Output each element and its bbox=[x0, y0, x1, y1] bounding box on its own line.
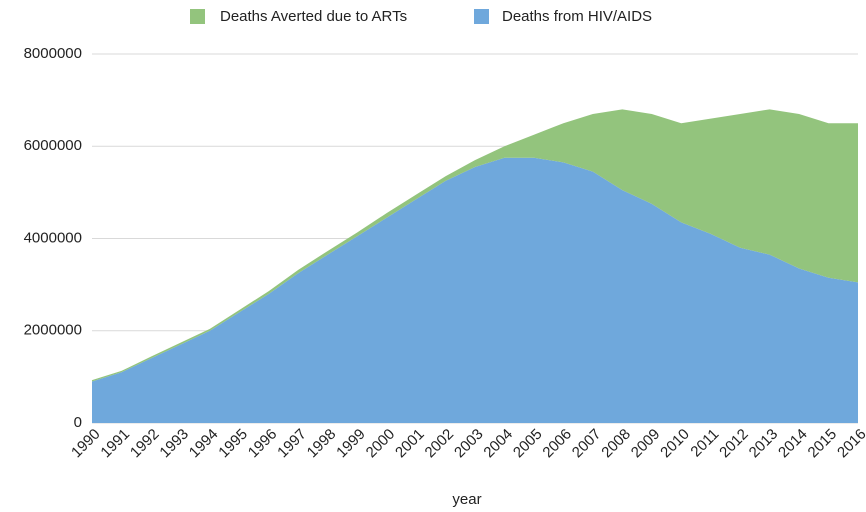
x-tick-label: 2016 bbox=[834, 426, 866, 462]
x-tick-label: 2001 bbox=[392, 426, 428, 462]
x-tick-label: 2012 bbox=[716, 426, 752, 462]
legend-swatch bbox=[190, 9, 205, 24]
areas bbox=[92, 109, 858, 423]
x-tick-label: 1993 bbox=[156, 426, 192, 462]
x-tick-label: 2015 bbox=[805, 426, 841, 462]
x-tick-label: 2009 bbox=[628, 426, 664, 462]
legend-label: Deaths from HIV/AIDS bbox=[502, 8, 652, 25]
x-tick-label: 1994 bbox=[186, 426, 222, 462]
x-tick-label: 1997 bbox=[274, 426, 310, 462]
x-tick-label: 2010 bbox=[657, 426, 693, 462]
x-tick-label: 2008 bbox=[598, 426, 634, 462]
x-tick-label: 2000 bbox=[363, 426, 399, 462]
y-tick-label: 8000000 bbox=[24, 45, 82, 62]
x-tick-label: 1999 bbox=[333, 426, 369, 462]
x-tick-label: 1995 bbox=[215, 426, 251, 462]
y-tick-label: 2000000 bbox=[24, 322, 82, 339]
x-tick-label: 1991 bbox=[97, 426, 133, 462]
y-tick-label: 6000000 bbox=[24, 137, 82, 154]
legend-swatch bbox=[474, 9, 489, 24]
x-tick-label: 1996 bbox=[245, 426, 281, 462]
area bbox=[92, 157, 858, 423]
x-tick-label: 2006 bbox=[539, 426, 575, 462]
x-tick-label: 2011 bbox=[687, 426, 722, 461]
y-tick-label: 0 bbox=[74, 414, 82, 431]
legend-label: Deaths Averted due to ARTs bbox=[220, 8, 407, 25]
x-tick-label: 2003 bbox=[451, 426, 487, 462]
area bbox=[92, 109, 858, 382]
x-tick-label: 2004 bbox=[480, 426, 516, 462]
x-axis-title: year bbox=[452, 491, 481, 508]
x-tick-label: 2002 bbox=[422, 426, 458, 462]
x-tick-label: 2005 bbox=[510, 426, 546, 462]
x-tick-label: 2007 bbox=[569, 426, 605, 462]
y-tick-label: 4000000 bbox=[24, 229, 82, 246]
x-tick-label: 2014 bbox=[775, 426, 811, 462]
x-tick-label: 1992 bbox=[127, 426, 163, 462]
x-tick-label: 2013 bbox=[746, 426, 782, 462]
x-tick-label: 1998 bbox=[304, 426, 340, 462]
